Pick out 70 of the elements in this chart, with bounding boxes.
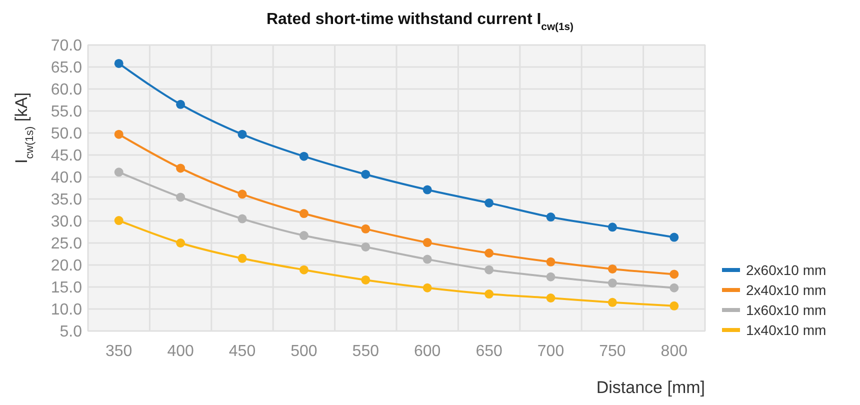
- point: [546, 212, 556, 222]
- point: [299, 231, 308, 240]
- legend-label: 1x40x10 mm: [746, 322, 826, 338]
- y-tick-label: 10.0: [50, 302, 82, 319]
- point: [670, 232, 679, 242]
- y-tick-label: 70.0: [50, 38, 82, 55]
- legend-label: 2x60x10 mm: [746, 262, 826, 278]
- y-tick-label: 20.0: [50, 258, 82, 275]
- x-tick-label: 750: [599, 343, 626, 360]
- point: [608, 278, 617, 288]
- point: [484, 248, 494, 258]
- x-tick-label: 800: [660, 343, 688, 360]
- y-tick-label: 35.0: [50, 192, 82, 209]
- point: [422, 185, 432, 194]
- x-tick-label: 500: [290, 343, 318, 360]
- point: [546, 294, 556, 302]
- point: [238, 190, 247, 199]
- point: [361, 170, 370, 179]
- point: [670, 283, 679, 292]
- y-tick-label: 55.0: [50, 104, 82, 121]
- point: [546, 272, 556, 282]
- point: [114, 216, 124, 226]
- y-tick-label: 50.0: [50, 126, 82, 143]
- x-tick-label: 450: [228, 343, 256, 360]
- point: [176, 238, 186, 248]
- point: [484, 198, 494, 208]
- y-tick-label: 25.0: [50, 236, 82, 253]
- x-tick-label: 650: [476, 343, 502, 360]
- x-tick-label: 600: [414, 343, 441, 360]
- y-tick-label: 45.0: [50, 148, 82, 165]
- x-tick-label: 700: [537, 343, 564, 360]
- point: [176, 164, 186, 173]
- point: [608, 298, 617, 307]
- point: [670, 301, 679, 310]
- point: [422, 238, 432, 248]
- point: [546, 257, 556, 266]
- point: [361, 224, 370, 234]
- y-tick-label: 5.0: [60, 324, 82, 341]
- point: [238, 254, 247, 263]
- x-tick-label: 550: [352, 343, 380, 360]
- point: [422, 283, 432, 292]
- point: [670, 270, 679, 279]
- point: [299, 152, 308, 161]
- y-tick-label: 15.0: [50, 280, 82, 297]
- x-axis-title: Distance [mm]: [596, 378, 705, 397]
- point: [608, 264, 617, 274]
- y-tick-label: 60.0: [50, 82, 82, 99]
- point: [114, 58, 124, 68]
- point: [176, 192, 186, 202]
- chart-title: Rated short-time withstand current I$_{cw(1s)}$: [266, 11, 574, 32]
- legend-label: 2x40x10 mm: [746, 282, 826, 298]
- point: [238, 130, 247, 139]
- y-tick-label: 40.0: [50, 170, 82, 187]
- point: [484, 290, 494, 299]
- point: [608, 222, 617, 232]
- point: [299, 209, 308, 218]
- x-tick-label: 400: [167, 343, 194, 360]
- point: [238, 214, 247, 224]
- x-tick-label: 350: [106, 343, 132, 360]
- point: [361, 242, 370, 252]
- y-tick-label: 30.0: [50, 214, 82, 231]
- point: [484, 265, 494, 274]
- legend-label: 1x60x10 mm: [746, 302, 826, 318]
- point: [422, 254, 432, 264]
- point: [361, 275, 370, 284]
- point: [299, 265, 308, 274]
- point: [176, 100, 186, 109]
- y-tick-label: 65.0: [50, 60, 82, 77]
- point: [114, 130, 124, 139]
- point: [114, 168, 124, 177]
